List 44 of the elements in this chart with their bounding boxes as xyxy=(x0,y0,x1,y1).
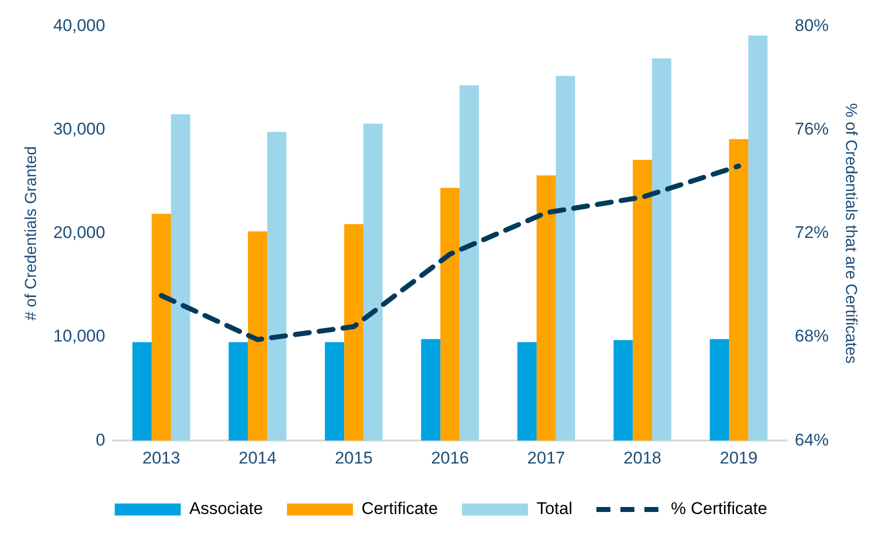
y-tick-label: 30,000 xyxy=(53,119,106,138)
x-tick-label: 2017 xyxy=(527,448,566,468)
bar xyxy=(517,342,537,441)
bar xyxy=(536,175,556,441)
y-tick-label: 10,000 xyxy=(53,326,106,346)
bar xyxy=(729,139,748,441)
legend-label: Associate xyxy=(189,499,263,518)
bar xyxy=(710,339,730,441)
bar xyxy=(228,342,248,441)
y2-axis-title: % of Credentials that are Certificates xyxy=(842,103,859,364)
bar xyxy=(556,76,576,441)
y2-tick-label: 76% xyxy=(794,119,829,138)
bar xyxy=(132,342,152,441)
y2-tick-label: 64% xyxy=(794,430,829,450)
x-tick-label: 2014 xyxy=(238,448,276,468)
bar xyxy=(421,339,440,441)
y-tick-label: 20,000 xyxy=(53,223,106,242)
x-tick-label: 2018 xyxy=(624,448,662,468)
bar xyxy=(460,85,479,441)
bar xyxy=(248,231,268,441)
x-tick-label: 2016 xyxy=(431,448,469,468)
legend-label: % Certificate xyxy=(670,499,768,518)
bar xyxy=(363,124,383,441)
bar xyxy=(748,36,768,441)
y2-tick-label: 72% xyxy=(794,223,829,242)
bar xyxy=(632,160,652,441)
bar xyxy=(652,58,672,441)
bar xyxy=(344,224,364,441)
bar xyxy=(152,214,171,441)
bar xyxy=(614,340,633,441)
y2-tick-label: 68% xyxy=(794,326,829,346)
legend-label: Certificate xyxy=(361,499,438,518)
bar xyxy=(324,342,344,441)
x-tick-label: 2015 xyxy=(334,448,373,468)
y2-tick-label: 80% xyxy=(794,16,829,35)
bar xyxy=(170,114,190,441)
bar xyxy=(267,132,286,441)
y-axis-title: # of Credentials Granted xyxy=(23,146,40,321)
x-tick-label: 2019 xyxy=(720,448,758,468)
legend-label: Total xyxy=(536,499,572,518)
y-tick-label: 0 xyxy=(96,430,106,450)
x-tick-label: 2013 xyxy=(142,448,180,468)
bar xyxy=(440,188,460,441)
y-tick-label: 40,000 xyxy=(53,16,106,35)
